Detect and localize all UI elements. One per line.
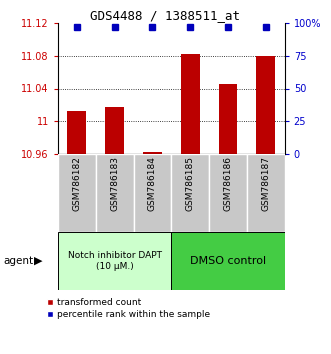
Legend: transformed count, percentile rank within the sample: transformed count, percentile rank withi… — [46, 298, 210, 319]
Bar — [209, 154, 247, 232]
Text: GSM786184: GSM786184 — [148, 156, 157, 211]
Bar — [58, 154, 96, 232]
Bar — [143, 152, 162, 154]
Bar — [171, 232, 285, 290]
Bar — [218, 84, 237, 154]
Bar — [247, 154, 285, 232]
Text: GDS4488 / 1388511_at: GDS4488 / 1388511_at — [90, 9, 241, 22]
Bar — [58, 232, 171, 290]
Text: GSM786186: GSM786186 — [223, 156, 232, 211]
Text: agent: agent — [3, 256, 33, 266]
Bar — [171, 154, 209, 232]
Text: Notch inhibitor DAPT
(10 μM.): Notch inhibitor DAPT (10 μM.) — [68, 251, 162, 271]
Text: DMSO control: DMSO control — [190, 256, 266, 266]
Bar — [68, 112, 86, 154]
Bar — [256, 56, 275, 154]
Bar — [96, 154, 133, 232]
Text: GSM786185: GSM786185 — [186, 156, 195, 211]
Bar — [181, 54, 200, 154]
Bar — [105, 107, 124, 154]
Text: GSM786187: GSM786187 — [261, 156, 270, 211]
Text: GSM786182: GSM786182 — [72, 156, 81, 211]
Bar — [133, 154, 171, 232]
Text: GSM786183: GSM786183 — [110, 156, 119, 211]
Text: ▶: ▶ — [34, 256, 42, 266]
